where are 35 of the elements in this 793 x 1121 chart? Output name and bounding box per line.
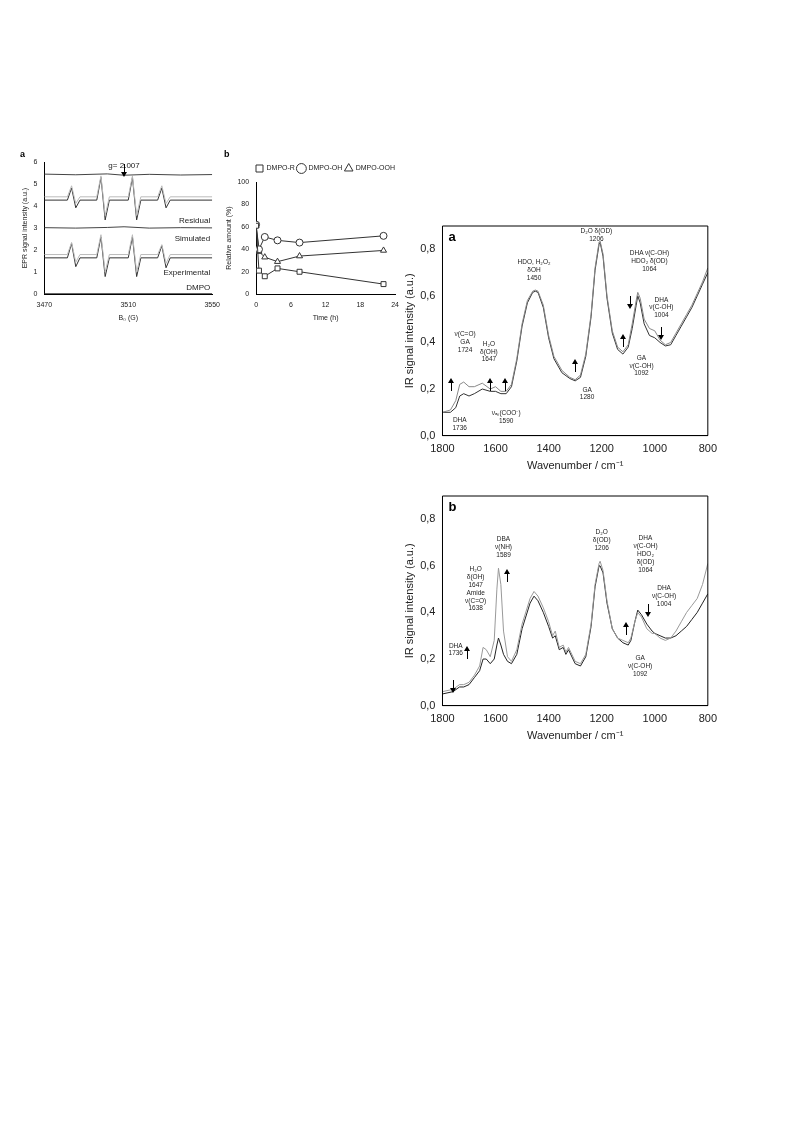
annotation: g= 2.007 (108, 160, 141, 170)
annotation: Experimental (163, 268, 211, 278)
x-tick-label: 1200 (589, 712, 614, 725)
x-tick-label: 1800 (430, 442, 455, 455)
x-tick-label: 800 (698, 712, 717, 725)
y-tick-label: 0,6 (420, 288, 436, 301)
y-tick-label: 0,0 (420, 428, 436, 441)
chart-title: b (448, 499, 457, 515)
x-tick-label: 1200 (589, 442, 614, 455)
y-tick-label: 0,8 (420, 512, 436, 525)
y-tick-label: 0,6 (420, 558, 436, 571)
y-tick-label: 0,2 (420, 382, 436, 395)
y-tick-label: 0,0 (420, 698, 436, 711)
x-tick-label: 1400 (536, 442, 561, 455)
y-axis-title: IR signal intensity (a.u.) (402, 543, 415, 659)
chart-title: a (448, 229, 457, 245)
x-axis-title: Wavenumber / cm⁻¹ (526, 459, 624, 472)
annotation: DMPO (186, 282, 211, 292)
x-tick-label: 1400 (536, 712, 561, 725)
chart-title: b (224, 148, 230, 159)
chart-title: a (20, 148, 26, 159)
x-tick-label: 1600 (483, 712, 508, 725)
x-tick-label: 1600 (483, 442, 508, 455)
y-tick-label: 0,4 (420, 335, 436, 348)
x-tick-label: 800 (698, 442, 717, 455)
y-axis-title: IR signal intensity (a.u.) (402, 273, 415, 389)
annotation: Simulated (174, 234, 211, 244)
y-tick-label: 0,4 (420, 605, 436, 618)
y-tick-label: 0,2 (420, 652, 436, 665)
annotation: Residual (179, 215, 211, 225)
x-tick-label: 1000 (642, 712, 667, 725)
x-axis-title: Wavenumber / cm⁻¹ (526, 729, 624, 742)
x-tick-label: 1000 (642, 442, 667, 455)
y-tick-label: 0,8 (420, 242, 436, 255)
x-tick-label: 1800 (430, 712, 455, 725)
